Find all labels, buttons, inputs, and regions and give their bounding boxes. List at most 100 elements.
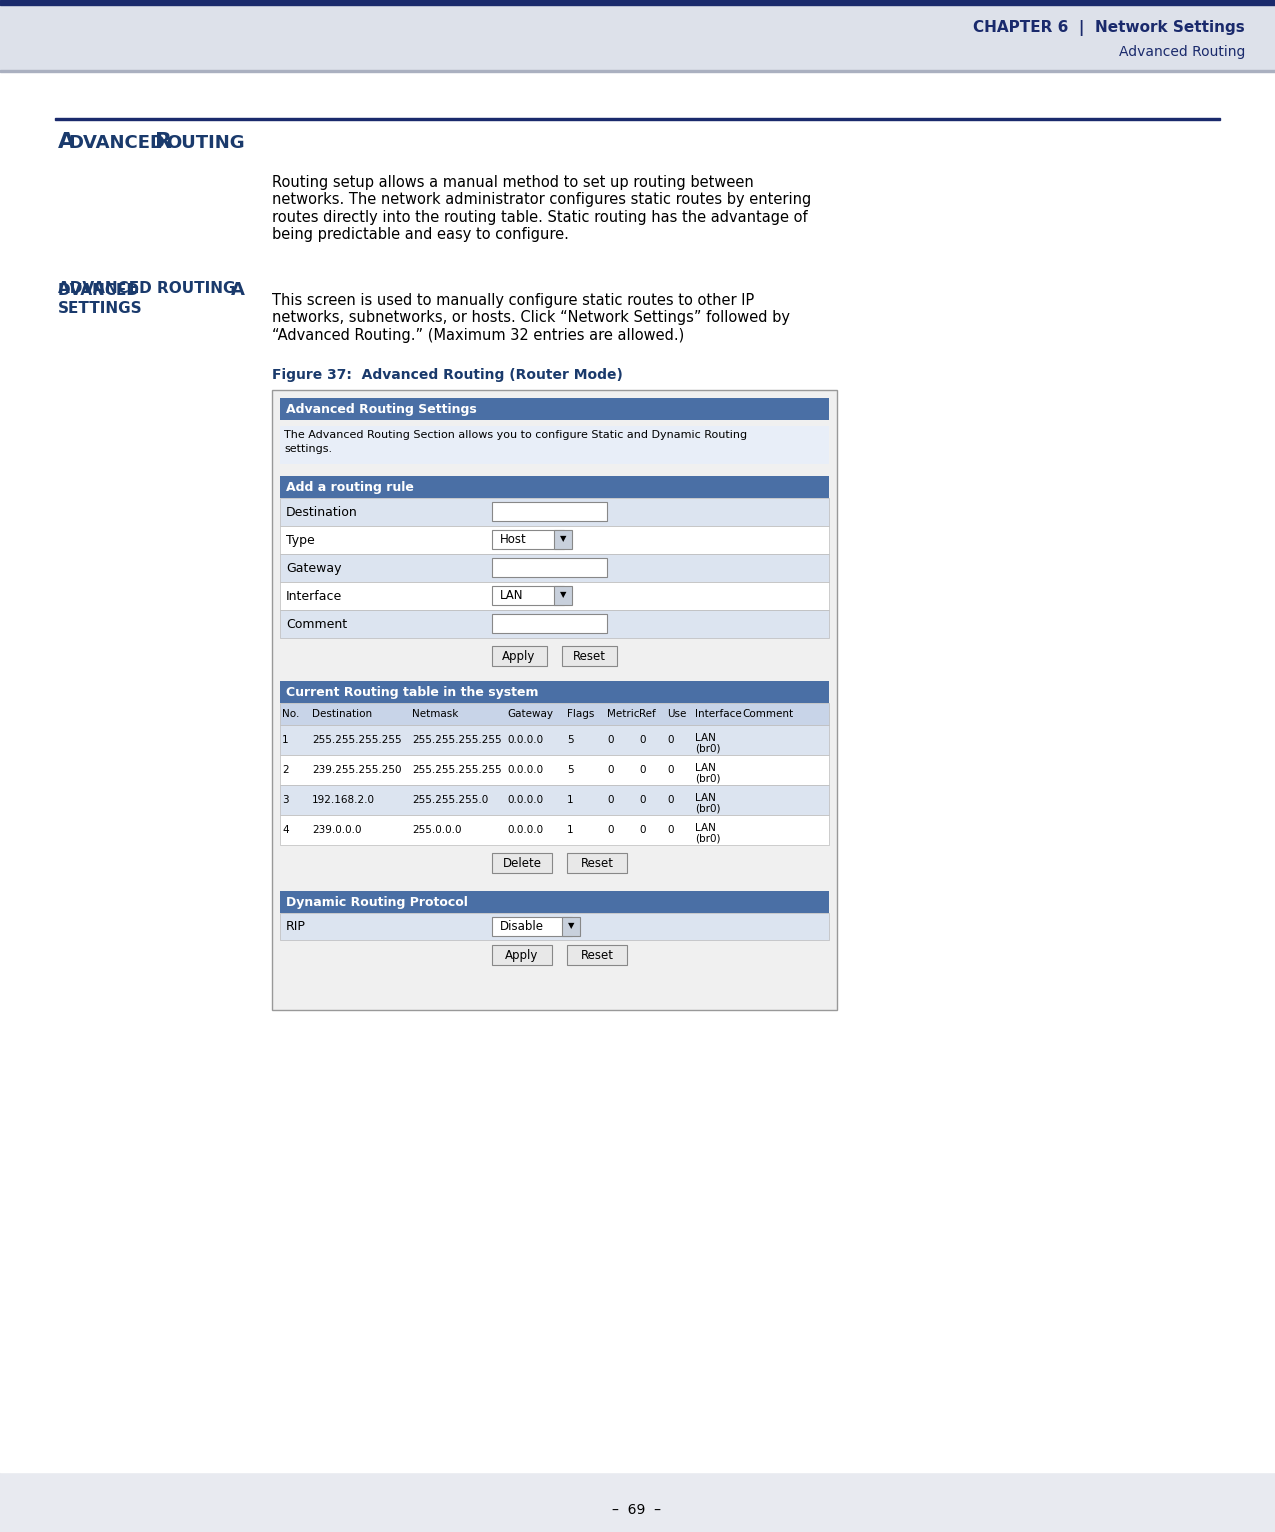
Text: 0: 0 bbox=[607, 764, 613, 775]
Text: ▼: ▼ bbox=[560, 590, 566, 599]
Text: 0: 0 bbox=[667, 764, 673, 775]
Text: Advanced Routing: Advanced Routing bbox=[1118, 44, 1244, 60]
Bar bbox=[280, 525, 829, 555]
Bar bbox=[555, 587, 572, 605]
Text: Use: Use bbox=[667, 709, 686, 719]
Text: Reset: Reset bbox=[580, 948, 613, 962]
Text: A: A bbox=[231, 280, 245, 299]
Bar bbox=[492, 587, 564, 605]
Bar bbox=[492, 614, 607, 633]
Text: settings.: settings. bbox=[284, 444, 332, 453]
Text: 0: 0 bbox=[667, 826, 673, 835]
Text: Destination: Destination bbox=[286, 506, 358, 518]
Text: Disable: Disable bbox=[500, 919, 544, 933]
Text: Advanced Routing Settings: Advanced Routing Settings bbox=[286, 403, 477, 415]
Text: The Advanced Routing Section allows you to configure Static and Dynamic Routing: The Advanced Routing Section allows you … bbox=[284, 430, 747, 440]
Text: A: A bbox=[57, 132, 75, 152]
Text: 0: 0 bbox=[639, 826, 645, 835]
Bar bbox=[492, 853, 552, 873]
Bar bbox=[492, 530, 564, 548]
Bar bbox=[492, 558, 607, 578]
Text: 0: 0 bbox=[607, 735, 613, 745]
Text: 0: 0 bbox=[639, 795, 645, 804]
Text: ▼: ▼ bbox=[560, 535, 566, 544]
Text: 0: 0 bbox=[607, 826, 613, 835]
Text: Netmask: Netmask bbox=[412, 709, 459, 719]
Text: OUTING: OUTING bbox=[166, 133, 245, 152]
Bar bbox=[562, 918, 580, 936]
Bar bbox=[280, 913, 829, 941]
Text: ▼: ▼ bbox=[567, 922, 574, 930]
Text: (br0): (br0) bbox=[695, 774, 720, 783]
Text: 255.255.255.255: 255.255.255.255 bbox=[412, 735, 501, 745]
Text: 0.0.0.0: 0.0.0.0 bbox=[507, 735, 543, 745]
Bar bbox=[492, 945, 552, 965]
Text: SETTINGS: SETTINGS bbox=[57, 300, 143, 316]
Text: 0.0.0.0: 0.0.0.0 bbox=[507, 826, 543, 835]
Bar bbox=[562, 647, 617, 666]
Text: No.: No. bbox=[282, 709, 300, 719]
Bar bbox=[272, 391, 836, 1010]
Text: 1: 1 bbox=[567, 826, 574, 835]
Text: 0: 0 bbox=[639, 735, 645, 745]
Bar bbox=[280, 476, 829, 498]
Text: 1: 1 bbox=[282, 735, 288, 745]
Text: R: R bbox=[156, 132, 172, 152]
Text: 5: 5 bbox=[567, 735, 574, 745]
Bar bbox=[0, 5, 1275, 70]
Text: 255.255.255.0: 255.255.255.0 bbox=[412, 795, 488, 804]
Text: Destination: Destination bbox=[312, 709, 372, 719]
Bar bbox=[567, 853, 627, 873]
Text: 0.0.0.0: 0.0.0.0 bbox=[507, 795, 543, 804]
Bar bbox=[280, 398, 829, 420]
Text: Ref: Ref bbox=[639, 709, 655, 719]
Bar bbox=[492, 647, 547, 666]
Text: Gateway: Gateway bbox=[286, 562, 342, 574]
Text: Interface: Interface bbox=[286, 590, 342, 602]
Text: ADVANCED ROUTING: ADVANCED ROUTING bbox=[57, 280, 236, 296]
Bar bbox=[0, 0, 1275, 5]
Text: (br0): (br0) bbox=[695, 833, 720, 843]
Text: Gateway: Gateway bbox=[507, 709, 553, 719]
Text: Flags: Flags bbox=[567, 709, 594, 719]
Bar bbox=[280, 498, 829, 525]
Text: 2: 2 bbox=[282, 764, 288, 775]
Text: 255.255.255.255: 255.255.255.255 bbox=[312, 735, 402, 745]
Text: 239.255.255.250: 239.255.255.250 bbox=[312, 764, 402, 775]
Text: Apply: Apply bbox=[505, 948, 538, 962]
Text: This screen is used to manually configure static routes to other IP
networks, su: This screen is used to manually configur… bbox=[272, 293, 790, 343]
Bar bbox=[280, 725, 829, 755]
Text: DVANCED: DVANCED bbox=[68, 133, 164, 152]
Text: DVANCED: DVANCED bbox=[57, 283, 140, 299]
Text: Interface: Interface bbox=[695, 709, 742, 719]
Bar bbox=[280, 755, 829, 784]
Text: Comment: Comment bbox=[286, 617, 347, 631]
Text: 3: 3 bbox=[282, 795, 288, 804]
Text: 0: 0 bbox=[607, 795, 613, 804]
Text: 0: 0 bbox=[667, 735, 673, 745]
Text: Metric: Metric bbox=[607, 709, 640, 719]
Text: Dynamic Routing Protocol: Dynamic Routing Protocol bbox=[286, 896, 468, 908]
Text: 239.0.0.0: 239.0.0.0 bbox=[312, 826, 362, 835]
Text: CHAPTER 6  |  Network Settings: CHAPTER 6 | Network Settings bbox=[973, 20, 1244, 35]
Text: 5: 5 bbox=[567, 764, 574, 775]
Bar bbox=[280, 610, 829, 637]
Text: 0: 0 bbox=[639, 764, 645, 775]
Bar bbox=[280, 555, 829, 582]
Text: Add a routing rule: Add a routing rule bbox=[286, 481, 414, 493]
Bar bbox=[280, 682, 829, 703]
Text: Figure 37:  Advanced Routing (Router Mode): Figure 37: Advanced Routing (Router Mode… bbox=[272, 368, 623, 381]
Text: (br0): (br0) bbox=[695, 803, 720, 813]
Bar bbox=[555, 530, 572, 548]
Text: RIP: RIP bbox=[286, 919, 306, 933]
Text: (br0): (br0) bbox=[695, 743, 720, 754]
Bar bbox=[280, 426, 829, 464]
Bar bbox=[0, 70, 1275, 72]
Text: 0.0.0.0: 0.0.0.0 bbox=[507, 764, 543, 775]
Bar bbox=[280, 703, 829, 725]
Text: Reset: Reset bbox=[580, 856, 613, 870]
Text: Delete: Delete bbox=[502, 856, 542, 870]
Bar bbox=[280, 892, 829, 913]
Text: 255.255.255.255: 255.255.255.255 bbox=[412, 764, 501, 775]
Text: Apply: Apply bbox=[502, 650, 536, 662]
